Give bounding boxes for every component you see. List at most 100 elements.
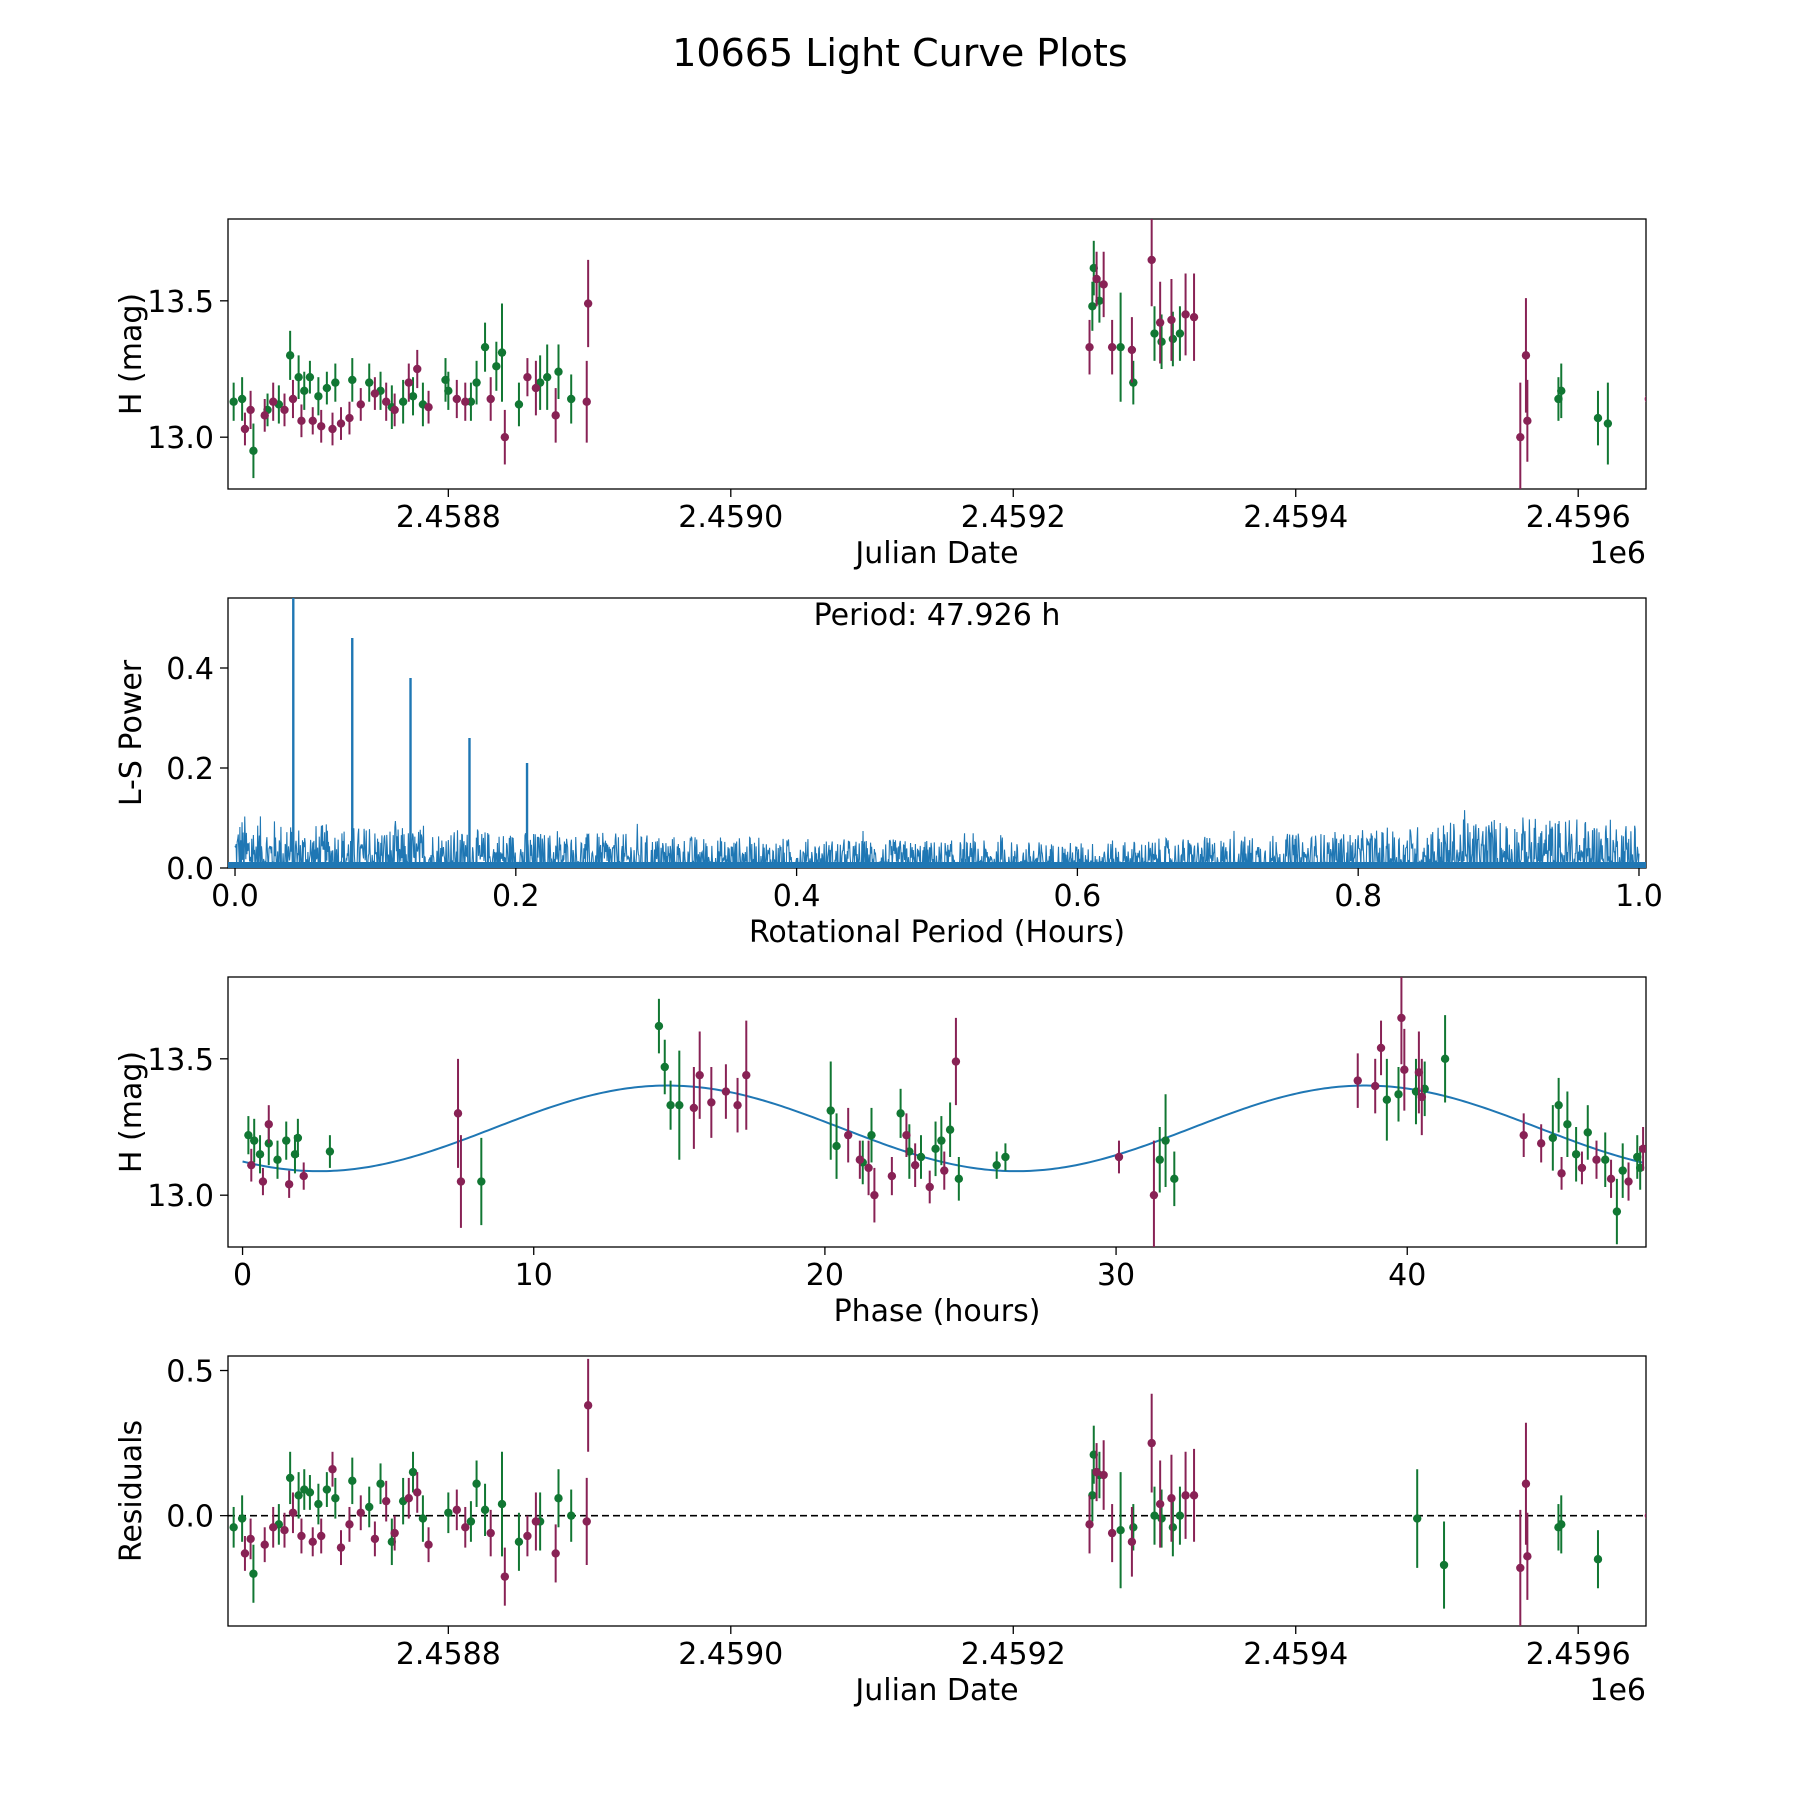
data-point [1593, 1555, 1603, 1564]
data-point [1168, 334, 1178, 344]
data-point [721, 1087, 731, 1096]
data-point [1548, 1133, 1558, 1143]
data-point [480, 342, 490, 352]
data-point [1353, 1076, 1362, 1085]
data-point [390, 405, 399, 415]
data-point [666, 1100, 675, 1110]
data-point [260, 1540, 269, 1549]
data-point [1571, 1150, 1581, 1159]
data-point [1155, 318, 1165, 327]
data-point [1400, 1065, 1409, 1074]
series-magenta [240, 1358, 1658, 1626]
x-tick-label: 0.8 [1334, 879, 1382, 914]
data-point [497, 348, 507, 357]
data-point [951, 1057, 961, 1066]
data-point [408, 1467, 418, 1477]
series-green [229, 1425, 1603, 1609]
data-point [1624, 1177, 1633, 1186]
data-point [381, 397, 391, 406]
data-point [240, 424, 250, 434]
data-point [514, 1537, 524, 1547]
data-point [583, 299, 593, 308]
data-point [308, 416, 317, 426]
data-point [1644, 395, 1646, 403]
data-point [1175, 329, 1185, 338]
power-baseline [228, 862, 1646, 868]
data-point [413, 364, 422, 374]
data-point [370, 1534, 380, 1544]
data-point [675, 1100, 684, 1110]
data-point [931, 1144, 940, 1154]
x-axis-label: Julian Date [853, 1673, 1018, 1708]
data-point [461, 1523, 470, 1532]
data-point [246, 405, 255, 415]
data-point [887, 1171, 897, 1181]
data-point [551, 411, 560, 420]
x-axis-label: Rotational Period (Hours) [749, 915, 1125, 950]
data-point [452, 394, 462, 404]
data-point [418, 1514, 428, 1523]
panels: 2.4588 2.4590 2.4592 2.4594 2.4596 13.0 13.5 Ju… [114, 218, 1663, 1708]
data-point [331, 378, 340, 387]
data-point [832, 1141, 841, 1151]
data-point [288, 1508, 298, 1517]
data-point [1092, 274, 1101, 284]
data-point [896, 1109, 905, 1118]
data-point [937, 1136, 946, 1145]
data-point [456, 1177, 466, 1186]
data-point [1167, 315, 1176, 325]
data-point [1516, 432, 1525, 442]
x-tick-label: 20 [806, 1258, 844, 1293]
series-magenta [247, 977, 1646, 1247]
data-point [365, 378, 374, 387]
data-point [293, 1133, 303, 1143]
x-tick-label: 2.4588 [396, 500, 501, 535]
data-point [1644, 1512, 1646, 1519]
data-point [1650, 1543, 1658, 1551]
series-magenta [240, 219, 1658, 489]
data-point [461, 397, 470, 406]
data-point [282, 1136, 291, 1145]
period-annotation: Period: 47.926 h [814, 598, 1061, 633]
residuals-axes: 2.4588 2.4590 2.4592 2.4594 2.4596 0.0 0.5 Juli… [114, 1355, 1658, 1708]
y-tick-label: 13.0 [147, 1179, 214, 1214]
data-point [264, 1139, 273, 1148]
data-point [1127, 345, 1137, 355]
data-point [554, 1494, 563, 1503]
data-point [1523, 416, 1532, 426]
data-point [297, 416, 306, 426]
data-point [249, 446, 258, 456]
x-tick-label: 2.4596 [1526, 500, 1631, 535]
data-point [742, 1070, 751, 1080]
data-point [1175, 1511, 1185, 1520]
series-green [244, 998, 1645, 1245]
data-point [940, 1166, 949, 1175]
data-point [328, 1465, 337, 1474]
data-point [1603, 419, 1613, 428]
data-point [523, 372, 532, 382]
data-point [867, 1130, 876, 1140]
data-point [1521, 1479, 1531, 1488]
periodogram-frame [227, 597, 1647, 869]
data-point [1088, 302, 1097, 311]
data-point [1601, 1155, 1610, 1164]
data-point [356, 400, 365, 409]
data-point [244, 1130, 253, 1140]
data-point [583, 1401, 593, 1410]
x-tick-label: 0.4 [773, 879, 821, 914]
data-point [453, 1109, 463, 1118]
data-point [237, 394, 247, 404]
data-point [1181, 1491, 1190, 1500]
data-point [1116, 1525, 1125, 1535]
data-point [1161, 1136, 1170, 1145]
data-point [1085, 1520, 1094, 1529]
data-point [1650, 411, 1658, 419]
data-point [325, 1147, 335, 1156]
data-point [1554, 1100, 1563, 1110]
data-point [1181, 310, 1190, 319]
data-point [1001, 1152, 1010, 1162]
data-point [1189, 312, 1199, 322]
data-point [486, 1528, 495, 1538]
data-point [1147, 1438, 1156, 1448]
data-point [305, 372, 315, 382]
